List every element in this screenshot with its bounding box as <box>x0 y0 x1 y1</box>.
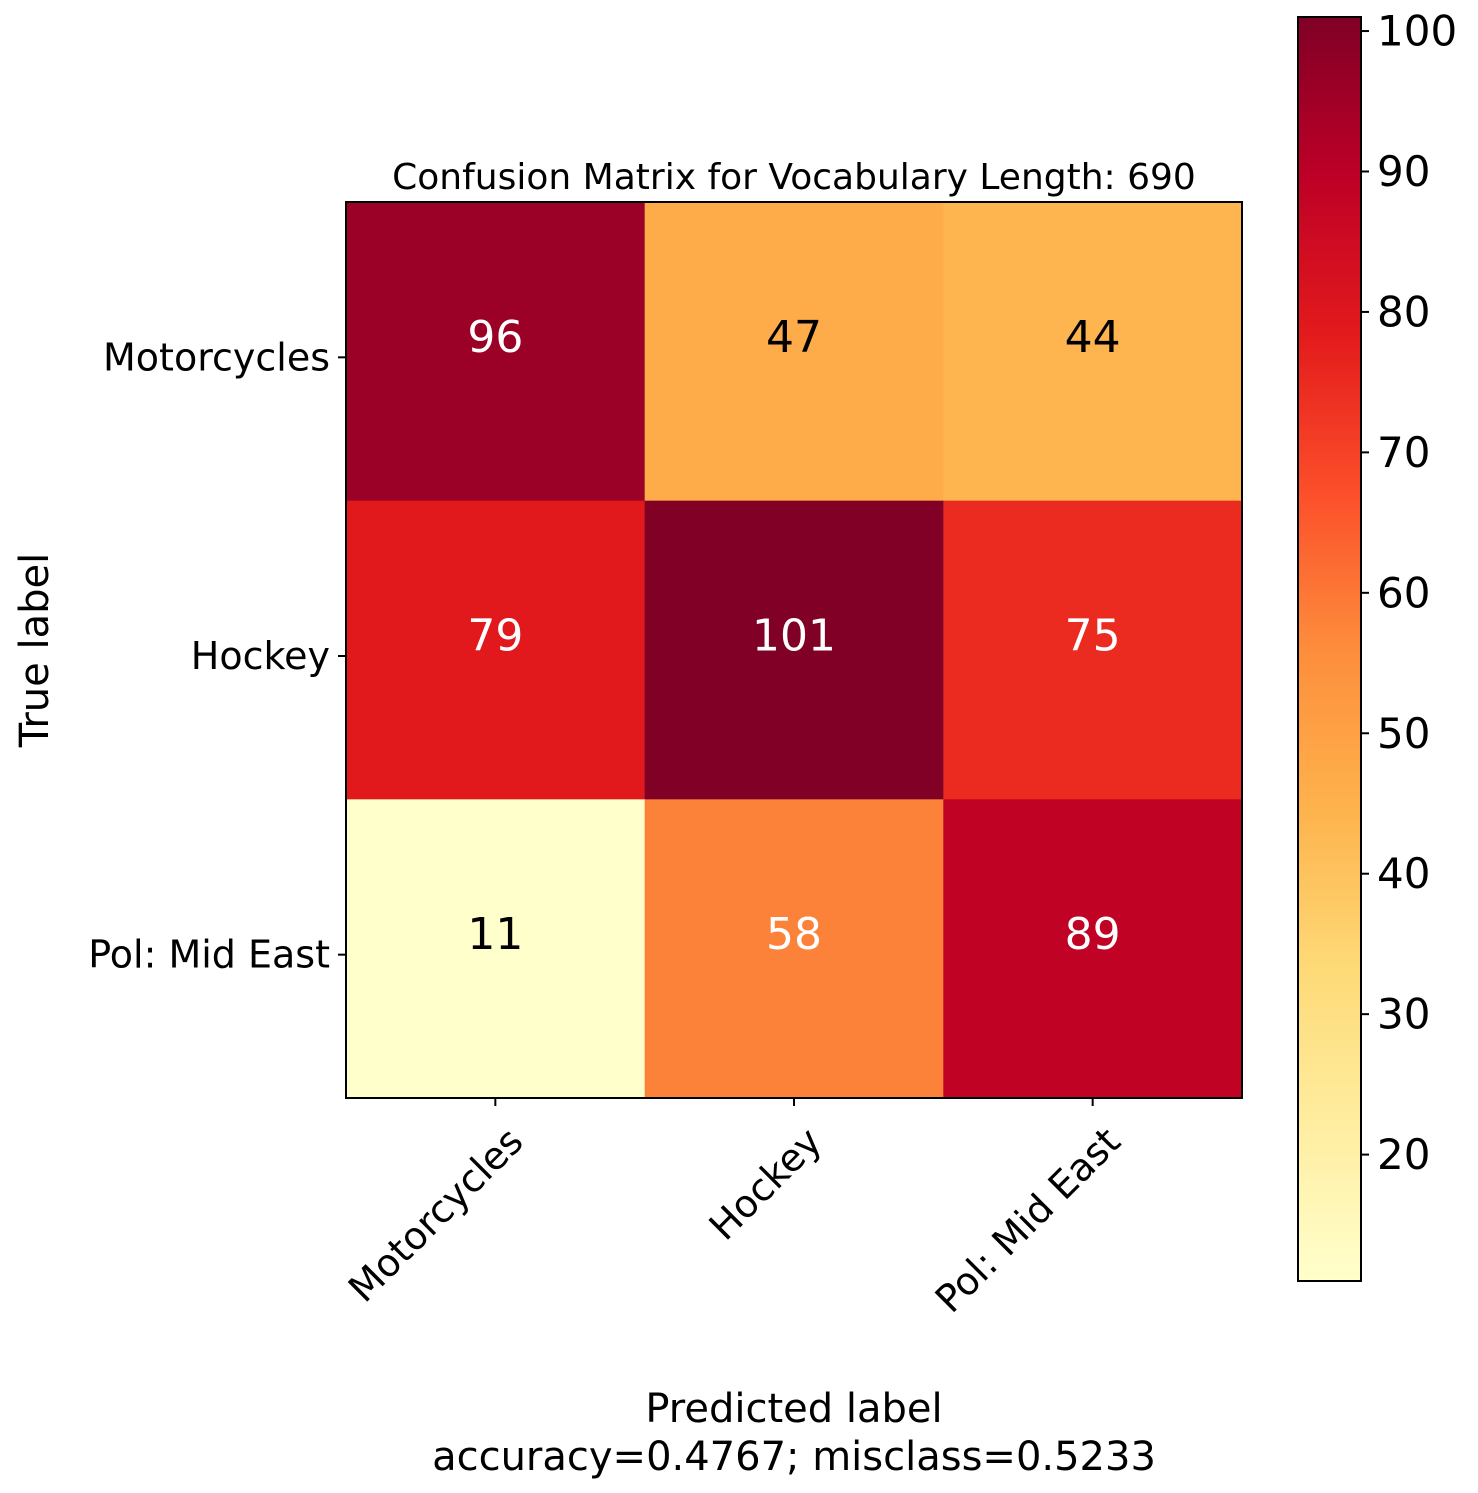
cell-value-label: 75 <box>1065 611 1121 662</box>
cell-value-label: 58 <box>766 909 822 960</box>
x-tick-label: Hockey <box>701 1119 831 1249</box>
heatmap-cell <box>346 500 646 800</box>
colorbar-tick-label: 80 <box>1377 287 1430 336</box>
colorbar-tick-label: 20 <box>1377 1130 1430 1179</box>
colorbar-tick-label: 70 <box>1377 428 1430 477</box>
y-tick-label: Motorcycles <box>103 335 330 379</box>
heatmap-cell <box>644 500 944 800</box>
colorbar-tick-label: 60 <box>1377 568 1430 617</box>
x-tick-label: Motorcycles <box>340 1119 532 1311</box>
y-tick-label: Hockey <box>191 634 330 678</box>
y-axis-label: True label <box>12 553 58 748</box>
heatmap-cell <box>943 500 1243 800</box>
colorbar-tick-label: 30 <box>1377 990 1430 1039</box>
cell-value-label: 79 <box>467 611 523 662</box>
colorbar <box>1297 16 1362 1282</box>
cell-value-label: 89 <box>1065 909 1121 960</box>
y-tick-label: Pol: Mid East <box>88 933 330 977</box>
colorbar-ticks: 20 30 40 50 60 70 80 90 100 <box>1361 7 1457 1179</box>
cell-value-label: 96 <box>467 312 523 363</box>
colorbar-tick-label: 40 <box>1377 849 1430 898</box>
colorbar-tick-label: 100 <box>1377 7 1457 56</box>
chart-title: Confusion Matrix for Vocabulary Length: … <box>392 157 1196 198</box>
heatmap-cell <box>943 202 1243 502</box>
colorbar-tick-label: 90 <box>1377 147 1430 196</box>
x-axis-sublabel: accuracy=0.4767; misclass=0.5233 <box>432 1434 1156 1480</box>
cell-value-label: 101 <box>752 611 836 662</box>
colorbar-tick-label: 50 <box>1377 709 1430 758</box>
heatmap-cell <box>943 799 1243 1099</box>
cell-value-label: 44 <box>1065 312 1121 363</box>
heatmap-cell <box>644 799 944 1099</box>
x-axis-label: Predicted label <box>645 1386 942 1432</box>
y-axis-ticks: Motorcycles Hockey Pol: Mid East <box>88 335 346 977</box>
x-axis-ticks: Motorcycles Hockey Pol: Mid East <box>340 1098 1129 1321</box>
heatmap-cell <box>644 202 944 502</box>
heatmap-cell <box>346 202 646 502</box>
cell-value-label: 11 <box>467 909 523 960</box>
heatmap-cells: 96 47 44 79 101 75 11 58 89 <box>346 202 1243 1099</box>
heatmap-cell <box>346 799 646 1099</box>
cell-value-label: 47 <box>766 312 822 363</box>
x-tick-label: Pol: Mid East <box>927 1119 1129 1321</box>
